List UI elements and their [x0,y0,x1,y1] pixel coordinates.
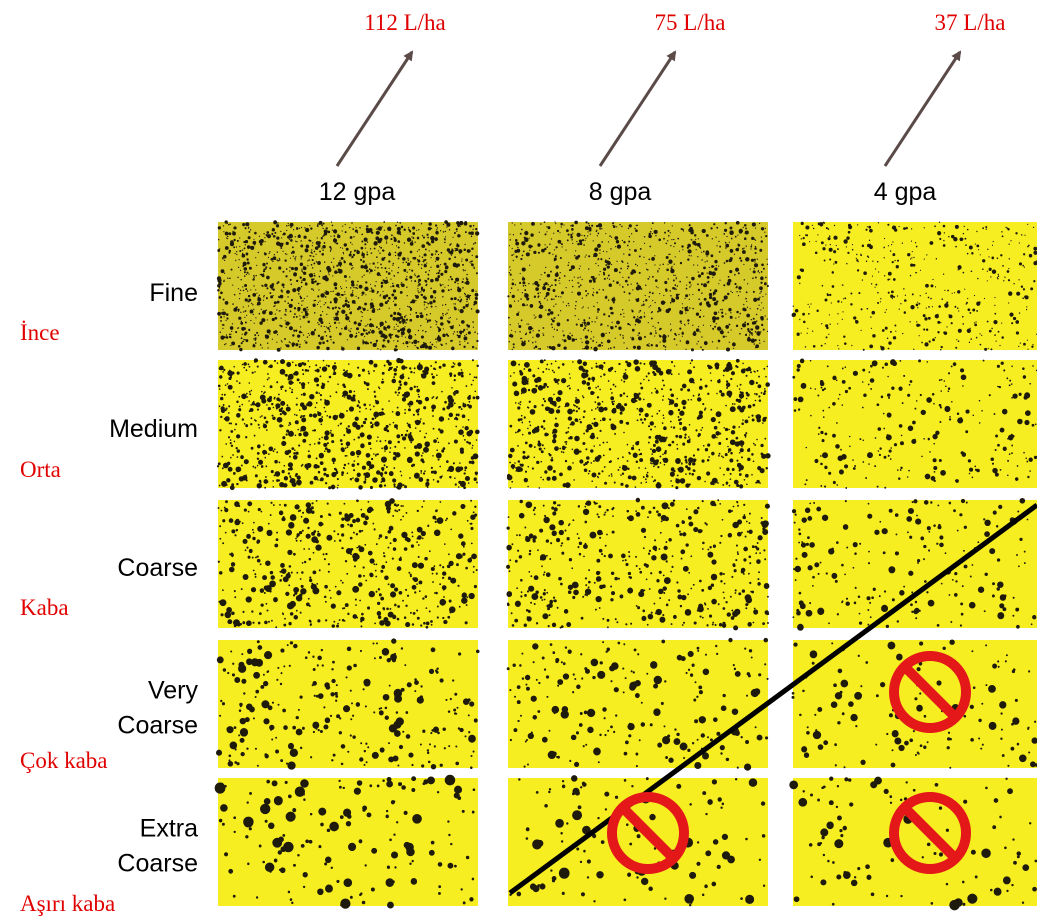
column-metric: 112 L/ha [364,10,446,35]
spray-tile [793,222,1037,350]
row-label: Coarse [117,554,198,582]
row-translation: Orta [20,457,61,482]
spray-tile [793,360,1037,488]
row-label: Coarse [117,850,198,878]
row-label: Medium [109,415,198,443]
column-metric: 75 L/ha [655,10,726,35]
spray-tile [218,360,478,488]
page: Fine İnce Medium Orta Coarse Kaba Very Coarse Ço… [0,0,1037,923]
spray-tile [508,640,768,768]
column-header: 12 gpa [319,178,396,206]
row-translation: Çok kaba [20,748,108,773]
row-translation: Aşırı kaba [20,891,115,916]
row-label: Very [148,677,199,705]
row-translation: İnce [20,320,60,345]
arrow [337,52,412,166]
arrow [600,52,675,166]
column-header: 8 gpa [589,178,652,206]
column-metric: 37 L/ha [935,10,1006,35]
column-header: 4 gpa [874,178,937,206]
spray-card-diagram: Fine İnce Medium Orta Coarse Kaba Very Coarse Ço… [0,0,1037,923]
row-label: Coarse [117,712,198,740]
row-label: Fine [149,279,198,307]
arrow [885,52,960,166]
row-label: Extra [140,815,198,843]
row-translation: Kaba [20,595,69,620]
